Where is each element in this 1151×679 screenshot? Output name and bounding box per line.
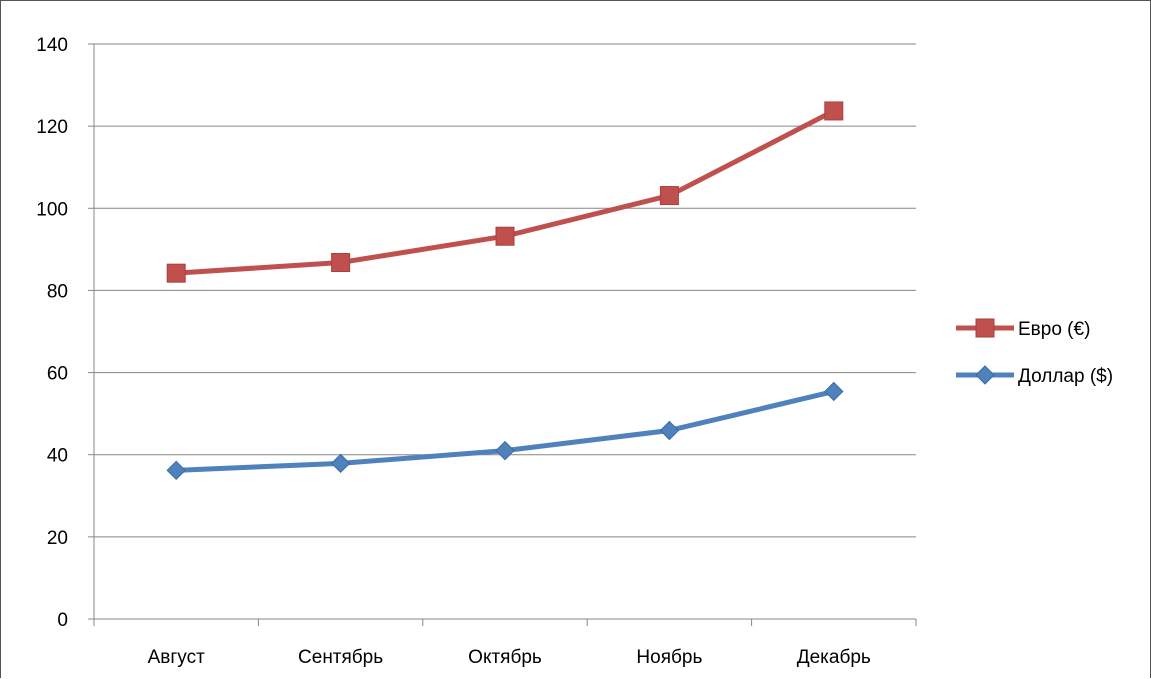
y-tick-label: 0 xyxy=(57,610,68,631)
data-point-1-1 xyxy=(330,453,351,474)
data-point-1-2 xyxy=(495,440,515,461)
x-tick-label: Сентябрь xyxy=(298,647,383,668)
data-point-0-2 xyxy=(495,226,515,246)
x-tick-label: Октябрь xyxy=(468,647,542,668)
legend-swatch-marker xyxy=(975,365,995,385)
y-tick-label: 80 xyxy=(47,281,68,302)
x-tick-label: Ноябрь xyxy=(636,647,702,668)
legend-label: Доллар ($) xyxy=(1018,366,1113,387)
data-point-0-0 xyxy=(166,263,186,283)
legend-swatch-marker xyxy=(975,318,995,338)
axes xyxy=(88,43,917,626)
gridlines xyxy=(94,43,916,538)
legend: Евро (€) Доллар ($) xyxy=(956,318,1113,387)
data-point-0-4 xyxy=(824,101,844,121)
data-point-1-4 xyxy=(824,381,844,402)
y-tick-label: 140 xyxy=(36,35,68,56)
x-tick-label: Декабрь xyxy=(797,647,871,668)
y-tick-label: 20 xyxy=(47,528,68,549)
y-tick-label: 40 xyxy=(47,446,68,467)
y-tick-label: 60 xyxy=(47,364,68,385)
x-tick-label: Август xyxy=(148,647,205,668)
series-line-0 xyxy=(173,108,837,276)
data-point-0-1 xyxy=(331,253,351,272)
tick-labels: 0 20 40 60 80 100 120 140 Август Сентябрь Октябрь Н… xyxy=(36,35,871,668)
data-point-0-3 xyxy=(659,186,679,206)
series-markers xyxy=(166,101,844,481)
data-point-1-0 xyxy=(166,460,186,481)
legend-label: Евро (€) xyxy=(1018,319,1090,340)
y-tick-label: 120 xyxy=(36,117,68,138)
data-point-1-3 xyxy=(659,420,680,441)
y-tick-label: 100 xyxy=(36,199,68,220)
